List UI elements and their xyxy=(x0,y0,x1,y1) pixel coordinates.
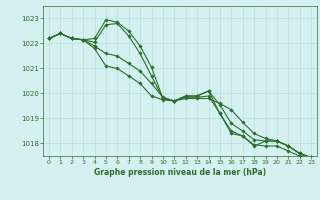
X-axis label: Graphe pression niveau de la mer (hPa): Graphe pression niveau de la mer (hPa) xyxy=(94,168,266,177)
